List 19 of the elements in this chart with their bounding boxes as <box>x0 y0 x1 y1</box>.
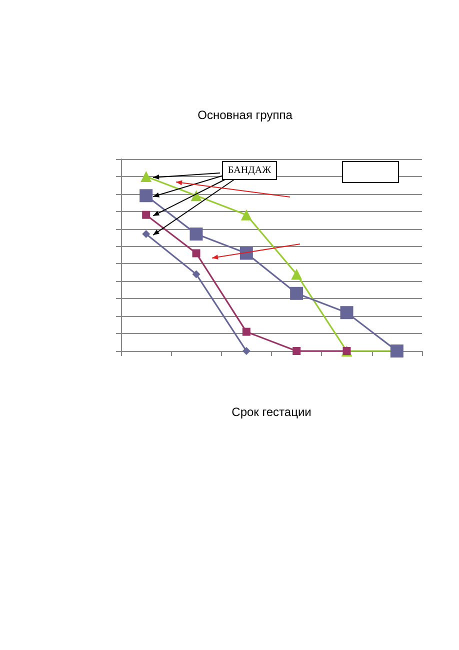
point <box>190 228 203 241</box>
point <box>291 268 302 280</box>
point <box>190 190 202 202</box>
point <box>240 246 253 260</box>
point <box>140 170 152 182</box>
point <box>242 347 250 355</box>
point <box>290 286 304 300</box>
x-axis-title: Срок гестации <box>232 405 312 419</box>
point <box>240 209 252 220</box>
point <box>192 270 200 278</box>
chart-title: Основная группа <box>198 108 293 122</box>
text: БАНДАЖ <box>222 161 278 180</box>
point <box>242 328 250 336</box>
point <box>142 210 150 219</box>
point <box>340 306 354 320</box>
point <box>142 230 150 238</box>
point <box>192 249 200 258</box>
point <box>140 189 153 202</box>
point <box>292 347 301 355</box>
